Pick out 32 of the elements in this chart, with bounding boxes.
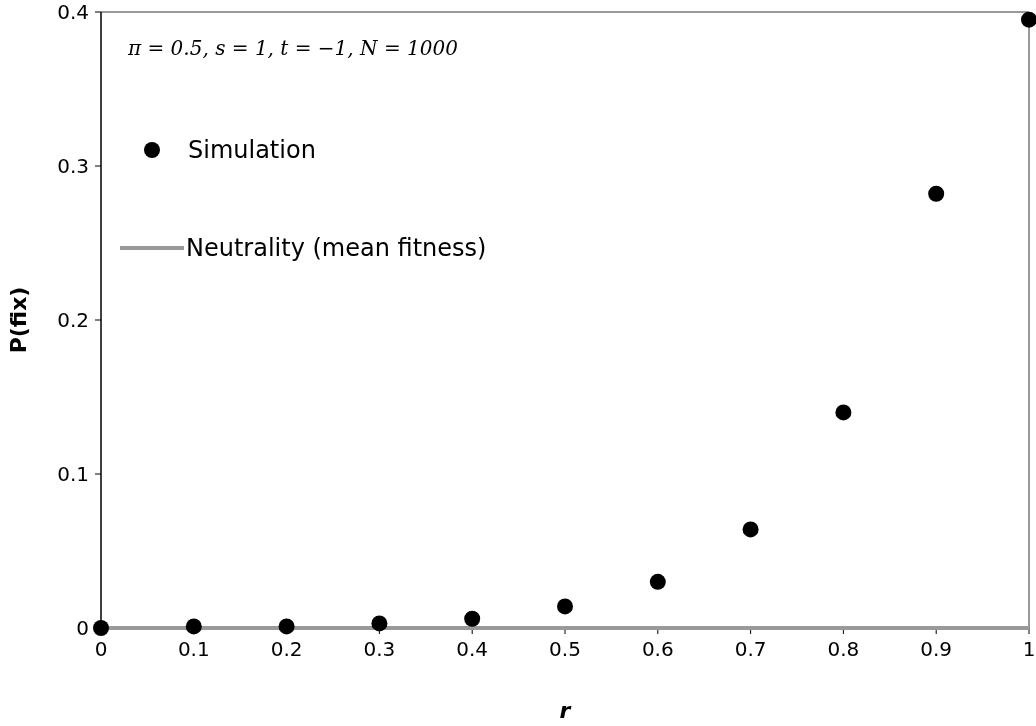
x-tick-label: 0.8 xyxy=(827,637,860,661)
point xyxy=(464,610,481,627)
point xyxy=(278,618,295,635)
y-tick-label: 0.3 xyxy=(57,154,89,178)
x-tick-label: 1 xyxy=(1022,637,1036,661)
x-tick-label: 0.6 xyxy=(641,637,674,661)
point xyxy=(557,598,573,615)
point xyxy=(835,404,852,421)
point xyxy=(649,573,666,590)
point xyxy=(742,521,759,538)
point xyxy=(928,185,945,202)
x-tick-label: 0.5 xyxy=(549,637,581,661)
point xyxy=(371,615,388,632)
x-tick-label: 0.4 xyxy=(456,637,489,661)
x-tick-label: 0.7 xyxy=(734,637,767,661)
legend-label: Neutrality (mean fitness) xyxy=(186,234,487,262)
y-tick-label: 0.1 xyxy=(57,462,89,486)
y-tick-label: 0.2 xyxy=(57,308,89,332)
x-tick-label: 0.9 xyxy=(920,637,953,661)
point xyxy=(1021,11,1036,28)
x-tick-label: 0.3 xyxy=(363,637,396,661)
point xyxy=(185,618,202,635)
y-axis-title: P(fix) xyxy=(6,286,31,354)
point xyxy=(93,620,109,636)
y-tick-label: 0.4 xyxy=(57,0,89,24)
annotation: π = 0.5, s = 1, t = −1, N = 1000 xyxy=(127,36,459,60)
x-tick-label: 0 xyxy=(94,637,108,661)
y-tick-label: 0 xyxy=(76,616,89,640)
x-axis-title: r xyxy=(559,698,572,723)
x-tick-label: 0.2 xyxy=(270,637,303,661)
legend-label: Simulation xyxy=(188,136,316,164)
x-tick-label: 0.1 xyxy=(177,637,210,661)
